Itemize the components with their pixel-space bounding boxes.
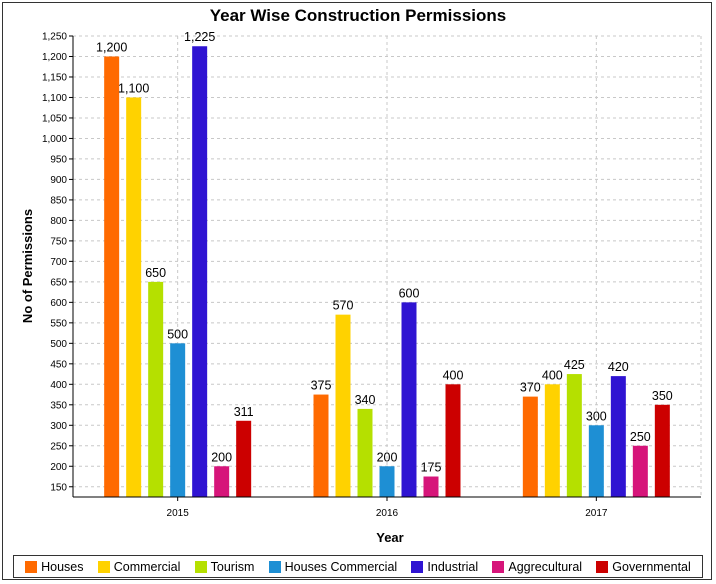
legend-swatch xyxy=(25,560,38,573)
x-axis-label: Year xyxy=(376,530,403,545)
x-tick-label: 2016 xyxy=(376,508,399,519)
data-label: 1,200 xyxy=(96,40,127,54)
data-label: 175 xyxy=(421,461,442,475)
bar-commercial xyxy=(126,97,142,497)
y-tick-label: 1,150 xyxy=(42,72,67,83)
bar-governmental xyxy=(236,420,252,497)
data-label: 570 xyxy=(333,299,354,313)
y-tick-label: 1,250 xyxy=(42,32,67,43)
bar-industrial xyxy=(401,302,417,497)
data-label: 1,100 xyxy=(118,81,149,95)
y-tick-label: 600 xyxy=(50,298,67,309)
legend: Houses Commercial Tourism Houses Commercial… xyxy=(13,555,703,578)
bar-houses xyxy=(313,394,329,497)
data-label: 300 xyxy=(586,409,607,423)
legend-swatch xyxy=(596,560,609,573)
y-tick-label: 350 xyxy=(50,400,67,411)
y-tick-label: 500 xyxy=(50,339,67,350)
legend-label: Commercial xyxy=(113,559,181,574)
bar-aggrecultural xyxy=(214,466,230,497)
legend-swatch xyxy=(194,560,207,573)
legend-swatch xyxy=(268,560,281,573)
data-label: 375 xyxy=(311,379,332,393)
legend-label: Houses xyxy=(41,559,84,574)
y-tick-label: 900 xyxy=(50,175,67,186)
legend-item-industrial: Industrial xyxy=(411,560,478,574)
y-tick-label: 150 xyxy=(50,482,67,493)
y-tick-label: 950 xyxy=(50,154,67,165)
y-tick-label: 750 xyxy=(50,236,67,247)
data-label: 500 xyxy=(167,327,188,341)
y-tick-label: 200 xyxy=(50,462,67,473)
bar-houses-commercial xyxy=(170,343,186,497)
y-tick-label: 450 xyxy=(50,359,67,370)
bar-houses-commercial xyxy=(379,466,395,497)
bar-houses-commercial xyxy=(588,425,604,497)
y-tick-label: 850 xyxy=(50,195,67,206)
bars xyxy=(104,46,670,497)
legend-label: Aggrecultural xyxy=(508,559,583,574)
data-label: 200 xyxy=(211,450,232,464)
y-tick-label: 550 xyxy=(50,318,67,329)
data-label: 400 xyxy=(443,368,464,382)
legend-label: Governmental xyxy=(612,559,691,574)
legend-swatch xyxy=(97,560,110,573)
data-label: 340 xyxy=(355,393,376,407)
bar-industrial xyxy=(192,46,208,497)
bar-tourism xyxy=(357,408,373,497)
bar-aggrecultural xyxy=(423,476,439,497)
y-tick-label: 1,200 xyxy=(42,52,67,63)
bar-industrial xyxy=(610,376,626,497)
bar-commercial xyxy=(544,384,560,497)
y-tick-label: 700 xyxy=(50,257,67,268)
legend-label: Tourism xyxy=(210,559,255,574)
y-tick-label: 250 xyxy=(50,441,67,452)
legend-item-houses-commercial: Houses Commercial xyxy=(268,559,398,574)
legend-item-tourism: Tourism xyxy=(194,559,255,574)
y-tick-label: 1,000 xyxy=(42,134,67,145)
data-label: 250 xyxy=(630,430,651,444)
gridlines xyxy=(73,35,702,497)
legend-item-aggrecultural: Aggrecultural xyxy=(492,560,582,574)
bar-houses xyxy=(104,56,120,497)
data-label: 420 xyxy=(608,360,629,374)
y-tick-label: 800 xyxy=(50,216,67,227)
data-label: 600 xyxy=(399,286,420,300)
bar-tourism xyxy=(148,281,164,497)
legend-label: Industrial xyxy=(427,559,479,574)
legend-swatch xyxy=(492,560,505,573)
bar-commercial xyxy=(335,314,351,497)
data-label: 425 xyxy=(564,358,585,372)
x-axis: 2015 2016 2017 xyxy=(73,496,701,519)
legend-item-commercial: Commercial xyxy=(97,559,181,574)
y-tick-label: 300 xyxy=(50,421,67,432)
y-tick-label: 400 xyxy=(50,380,67,391)
data-label: 370 xyxy=(520,381,541,395)
y-tick-label: 650 xyxy=(50,277,67,288)
legend-label: Houses Commercial xyxy=(284,559,398,574)
data-label: 350 xyxy=(652,389,673,403)
legend-item-houses: Houses xyxy=(25,559,84,574)
y-tick-label: 1,100 xyxy=(42,93,67,104)
data-label: 650 xyxy=(145,266,166,280)
data-label: 400 xyxy=(542,368,563,382)
bar-governmental xyxy=(654,404,670,497)
chart-title: Year Wise Construction Permissions xyxy=(209,6,507,25)
bar-chart: 150 200 250 300 350 400 450 500 550 600 650 700 750 8… xyxy=(20,30,702,545)
legend-item-governmental: Governmental xyxy=(596,560,691,574)
data-labels: 1,200 1,100 650 500 1,225 200 311 375 570 340 200 6… xyxy=(96,30,673,474)
data-label: 200 xyxy=(377,450,398,464)
bar-tourism xyxy=(566,374,582,497)
bar-aggrecultural xyxy=(632,445,648,497)
x-tick-label: 2015 xyxy=(167,508,190,519)
y-axis: 150 200 250 300 350 400 450 500 550 600 650 700 750 8… xyxy=(42,32,74,497)
bar-houses xyxy=(522,396,538,497)
x-tick-label: 2017 xyxy=(585,508,608,519)
data-label: 1,225 xyxy=(184,30,215,44)
y-tick-label: 1,050 xyxy=(42,113,67,124)
bar-governmental xyxy=(445,384,461,497)
legend-swatch xyxy=(411,560,424,573)
data-label: 311 xyxy=(234,405,254,419)
y-axis-label: No of Permissions xyxy=(20,209,35,323)
